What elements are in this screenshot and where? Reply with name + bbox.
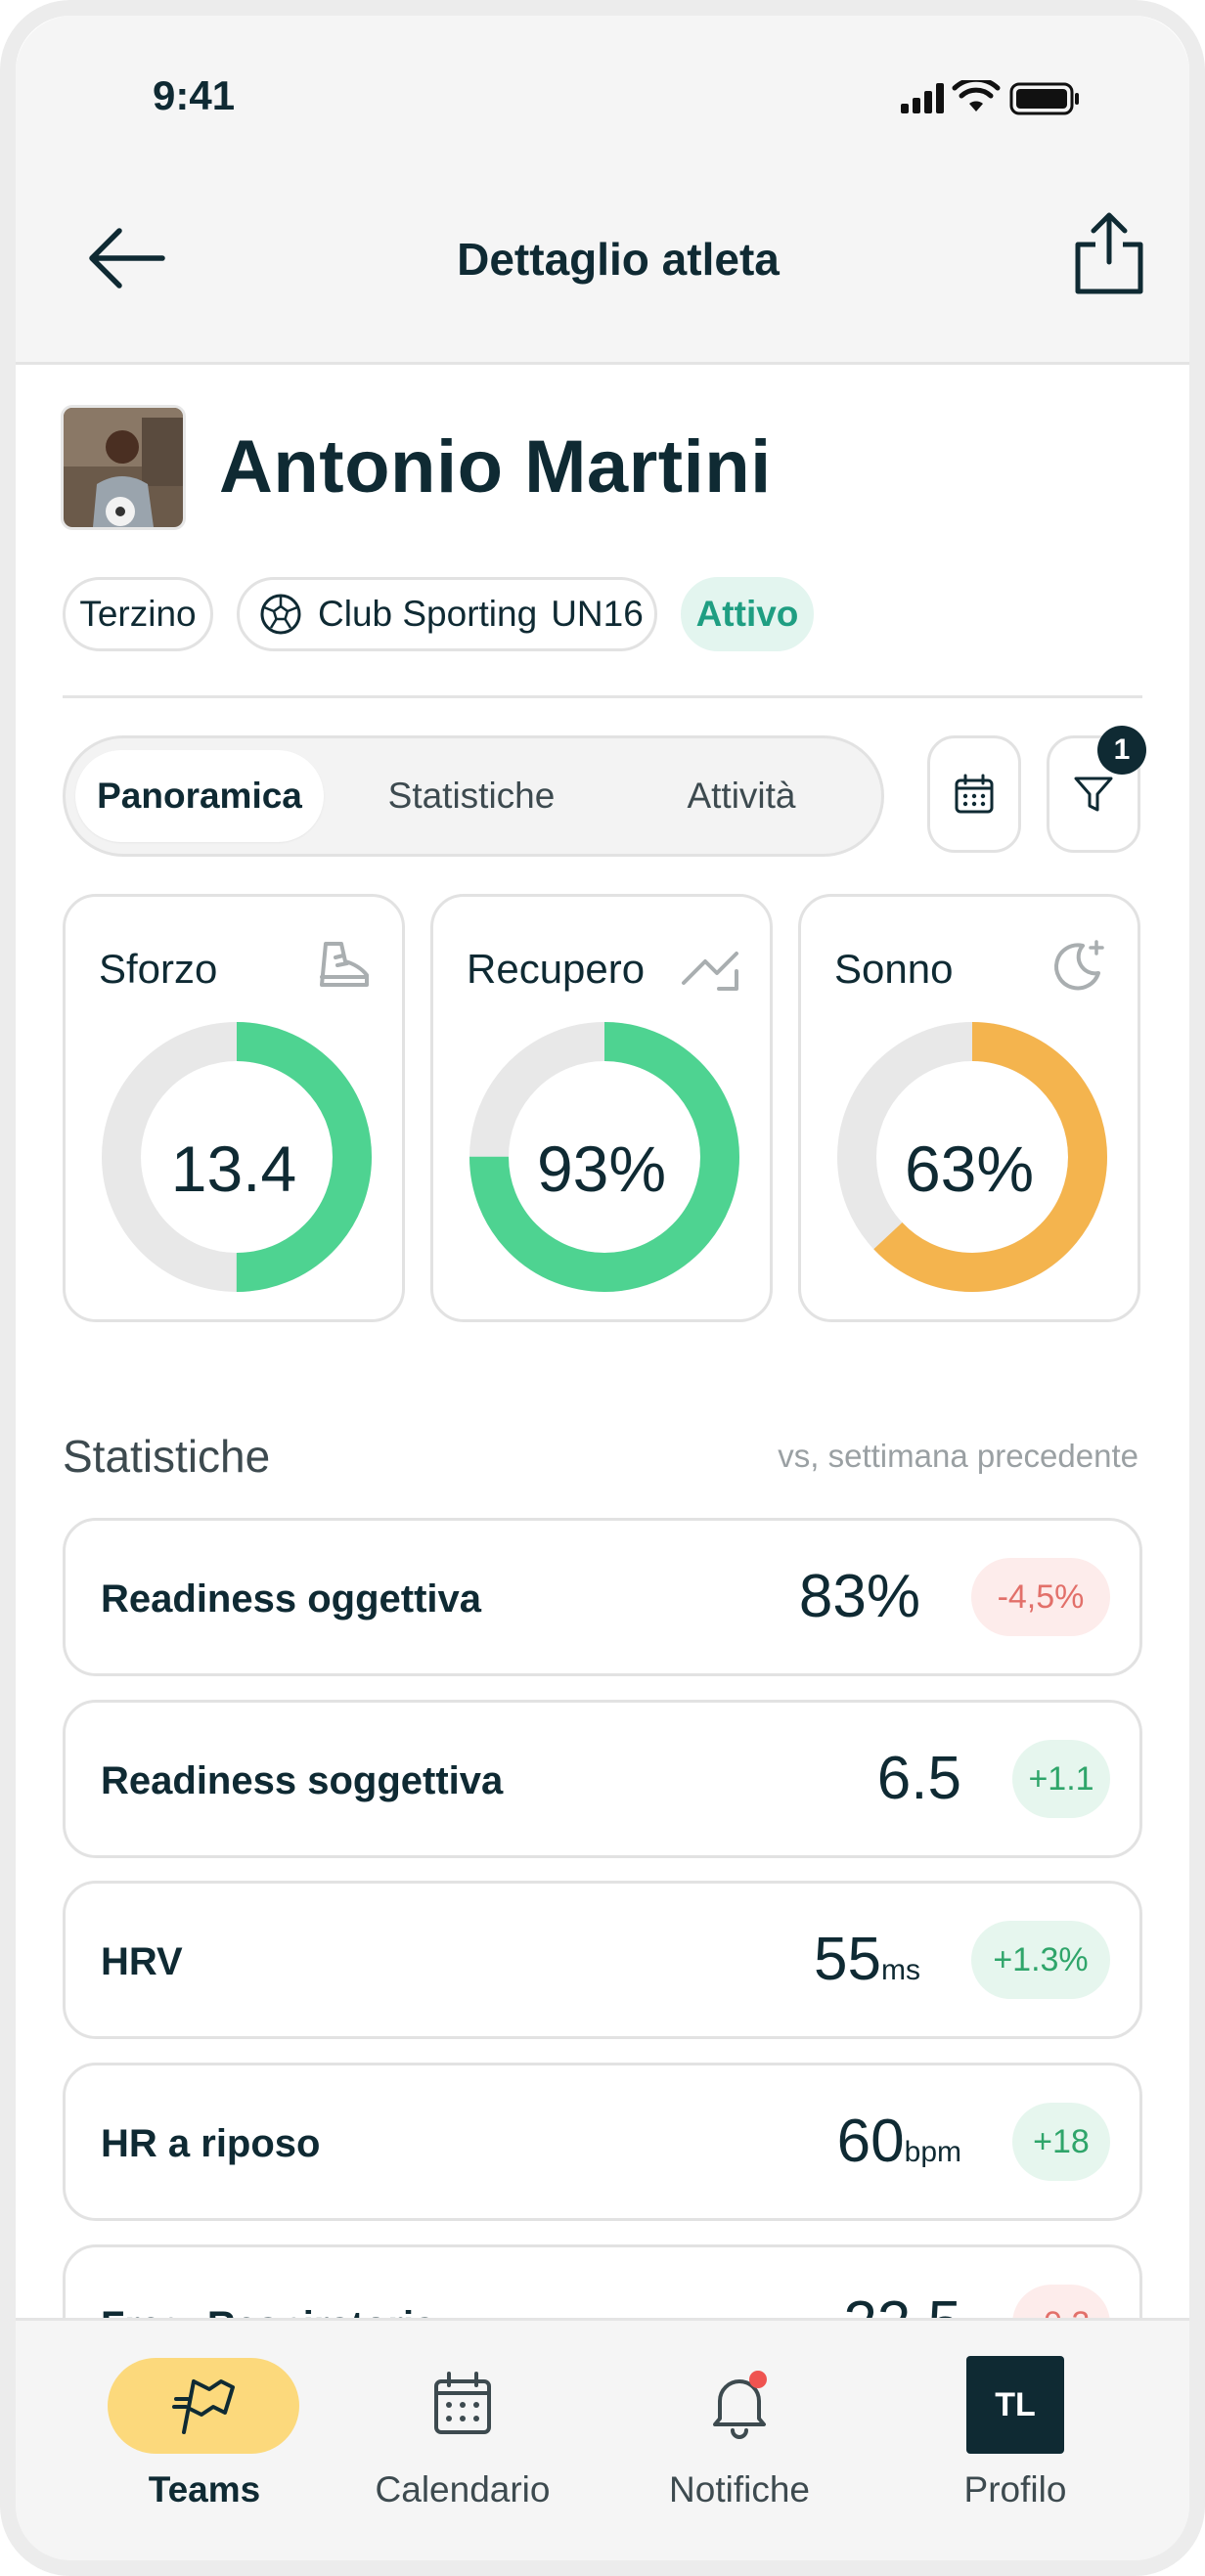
delta-badge: +1.3%: [971, 1921, 1110, 1999]
stat-row[interactable]: Readiness oggettiva 83% -4,5%: [63, 1518, 1142, 1676]
bottom-tab-bar: Teams Calendario Notifiche: [16, 2318, 1189, 2563]
delta-badge: -4,5%: [971, 1558, 1110, 1636]
stat-label: Readiness oggettiva: [101, 1577, 482, 1621]
card-label: Recupero: [467, 946, 646, 992]
card-label: Sforzo: [99, 946, 218, 992]
status-time: 9:41: [153, 72, 236, 118]
status-badge: Attivo: [681, 577, 814, 651]
donut-progress: [469, 1022, 739, 1292]
club-name: Club Sporting: [318, 594, 538, 634]
tab-label: Profilo: [963, 2469, 1067, 2509]
status-icons: [901, 76, 1106, 124]
stat-label: HR a riposo: [101, 2122, 321, 2165]
stat-number: 60: [836, 2108, 905, 2175]
tab-label: Teams: [148, 2469, 261, 2509]
share-icon[interactable]: [1070, 211, 1148, 304]
segmented-tabs: Panoramica Statistiche Attività: [63, 735, 884, 857]
stat-value: 6.5: [877, 1744, 961, 1813]
role-chip: Terzino: [63, 577, 213, 651]
active-pill: [108, 2358, 299, 2454]
delta-badge: +1.1: [1012, 1740, 1110, 1818]
card-value: 63%: [904, 1133, 1035, 1205]
delta-badge: +18: [1012, 2103, 1110, 2181]
tab-notifiche[interactable]: Notifiche: [607, 2321, 871, 2563]
stat-row[interactable]: HR a riposo 60bpm +18: [63, 2063, 1142, 2221]
stat-unit: ms: [881, 1954, 920, 1986]
stat-row[interactable]: Readiness soggettiva 6.5 +1.1: [63, 1700, 1142, 1858]
tab-teams[interactable]: Teams: [72, 2321, 336, 2563]
trend-up-icon: [682, 952, 738, 991]
stat-number: 55: [814, 1926, 881, 1993]
calendar-button[interactable]: [927, 735, 1021, 853]
card-label: Sonno: [834, 946, 954, 992]
calendar-icon: [434, 2372, 491, 2434]
tab-label: Notifiche: [669, 2469, 810, 2509]
stat-label: Readiness soggettiva: [101, 1759, 504, 1802]
card-value: 13.4: [170, 1133, 297, 1205]
club-chip[interactable]: Club Sporting UN16: [237, 577, 657, 651]
role-label: Terzino: [79, 594, 197, 634]
stat-value: 55ms: [814, 1925, 920, 1994]
stat-row[interactable]: HRV 55ms +1.3%: [63, 1881, 1142, 2039]
donut-progress: [837, 1022, 1107, 1292]
stat-value: 60bpm: [837, 2107, 961, 2176]
sonno-donut: [837, 1022, 1107, 1292]
recupero-donut: [469, 1022, 739, 1292]
tab-calendario-icon-wrap: [331, 2370, 595, 2438]
tab-statistiche[interactable]: Statistiche: [387, 776, 556, 816]
metric-card-sforzo[interactable]: Sforzo 13.4: [63, 894, 405, 1322]
athlete-avatar: [61, 405, 186, 530]
sforzo-donut: [102, 1022, 372, 1292]
metric-card-sonno[interactable]: Sonno 63%: [798, 894, 1140, 1322]
donut-progress: [102, 1022, 372, 1292]
shoe-icon: [320, 942, 369, 987]
tab-profilo[interactable]: Profilo: [883, 2321, 1147, 2563]
filter-count-badge: 1: [1097, 726, 1146, 775]
header-area: 9:41 Dettaglio atleta: [16, 16, 1189, 365]
card-value: 93%: [536, 1133, 667, 1205]
section-title: Statistiche: [63, 1431, 271, 1482]
stat-number: 6.5: [876, 1745, 961, 1812]
athlete-name: Antonio Martini: [219, 425, 772, 509]
stat-label: HRV: [101, 1940, 183, 1983]
tab-notifiche-icon-wrap: [607, 2370, 871, 2440]
back-arrow-icon[interactable]: [86, 223, 168, 293]
tab-label: Calendario: [375, 2469, 551, 2509]
filter-icon: [1074, 777, 1113, 812]
tab-teams-icon-wrap: [72, 2370, 336, 2438]
stat-number: 83%: [798, 1563, 920, 1630]
stat-value: 83%: [799, 1562, 920, 1631]
teams-flag-icon: [172, 2379, 235, 2434]
section-subtitle: vs, settimana precedente: [778, 1438, 1138, 1474]
tab-calendario[interactable]: Calendario: [331, 2321, 595, 2563]
calendar-icon: [955, 774, 994, 814]
stat-unit: bpm: [904, 2136, 961, 2168]
status-label: Attivo: [695, 594, 799, 634]
tab-panoramica[interactable]: Panoramica: [75, 750, 324, 842]
divider: [63, 695, 1142, 698]
bell-icon: [713, 2371, 767, 2439]
page-title: Dettaglio atleta: [457, 234, 780, 285]
soccer-ball-icon: [260, 594, 301, 635]
moon-icon: [1054, 940, 1104, 991]
team-name: UN16: [551, 594, 644, 634]
tab-attivita[interactable]: Attività: [687, 776, 796, 816]
metric-card-recupero[interactable]: Recupero 93%: [430, 894, 773, 1322]
